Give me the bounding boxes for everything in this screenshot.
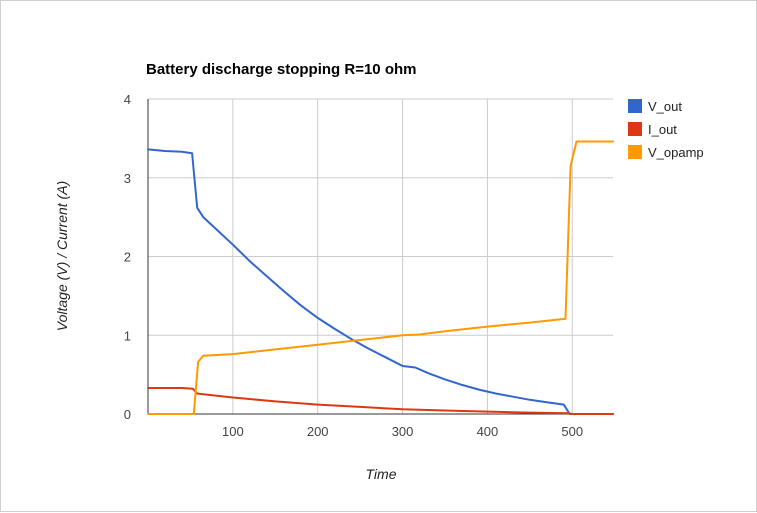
y-tick-label: 4 [124, 92, 131, 107]
tick-labels: 0 1 2 3 4 100 200 300 400 500 [124, 92, 583, 439]
y-tick-label: 0 [124, 407, 131, 422]
y-axis-title: Voltage (V) / Current (A) [54, 181, 70, 331]
y-tick-label: 1 [124, 328, 131, 343]
series-line-v-out [147, 148, 614, 415]
legend-label-v-opamp: V_opamp [648, 145, 704, 160]
x-tick-label: 300 [392, 424, 414, 439]
series-line-i-out [147, 387, 614, 415]
grid-lines [148, 98, 613, 414]
legend-label-i-out: I_out [648, 122, 677, 137]
legend: V_out I_out V_opamp [628, 99, 704, 160]
x-axis-title: Time [366, 466, 397, 482]
legend-swatch-v-out [628, 99, 642, 113]
x-tick-label: 400 [477, 424, 499, 439]
x-tick-label: 200 [307, 424, 329, 439]
legend-swatch-v-opamp [628, 145, 642, 159]
x-tick-label: 100 [222, 424, 244, 439]
y-tick-label: 3 [124, 171, 131, 186]
legend-label-v-out: V_out [648, 99, 682, 114]
legend-swatch-i-out [628, 122, 642, 136]
y-tick-label: 2 [124, 250, 131, 265]
plot-area [147, 140, 614, 415]
chart-title: Battery discharge stopping R=10 ohm [146, 61, 416, 78]
axes [147, 99, 613, 415]
x-tick-label: 500 [561, 424, 583, 439]
series-line-v-opamp [147, 140, 614, 415]
